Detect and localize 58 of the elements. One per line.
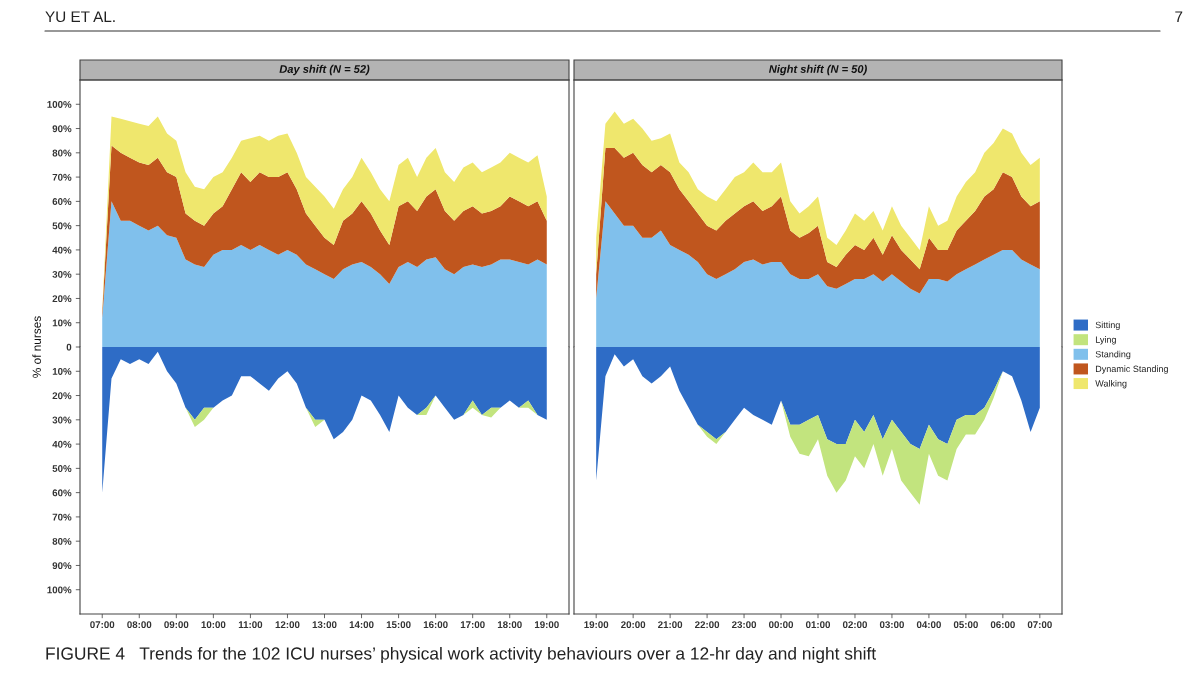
y-tick-label: 80% bbox=[52, 537, 72, 545]
legend-label: Dynamic Standing bbox=[1095, 365, 1168, 374]
y-tick-label: 50% bbox=[52, 465, 72, 472]
y-tick-label: 80% bbox=[52, 149, 72, 157]
x-tick-label: 06:00 bbox=[990, 621, 1015, 629]
y-tick-label: 70% bbox=[52, 173, 72, 181]
y-tick-label: 30% bbox=[52, 270, 72, 278]
y-tick-label: 10% bbox=[52, 319, 72, 327]
x-tick-label: 09:00 bbox=[164, 621, 189, 629]
x-tick-label: 10:00 bbox=[201, 621, 226, 629]
legend-label: Standing bbox=[1095, 350, 1131, 360]
caption: FIGURE 4 Trends for the 102 ICU nurses’ physical work activity behaviours over a 12-hr day and night shift bbox=[46, 646, 877, 664]
y-tick-label: 70% bbox=[52, 513, 72, 521]
x-tick-label: 16:00 bbox=[423, 621, 448, 629]
x-tick-label: 07:00 bbox=[90, 621, 115, 629]
y-tick-label: 30% bbox=[52, 416, 72, 424]
x-tick-label: 21:00 bbox=[658, 621, 683, 629]
x-tick-label: 12:00 bbox=[275, 621, 300, 629]
y-tick-label: 20% bbox=[52, 392, 72, 400]
y-tick-label: 10% bbox=[52, 368, 72, 375]
y-tick-label: 50% bbox=[52, 222, 72, 230]
text: 7 bbox=[1175, 11, 1183, 22]
text: YU ET AL. bbox=[45, 11, 115, 23]
x-tick-label: 20:00 bbox=[621, 621, 646, 629]
legend-label: Sitting bbox=[1095, 321, 1120, 330]
y-tick-label: 40% bbox=[52, 440, 72, 448]
x-tick-label: 14:00 bbox=[349, 621, 374, 629]
y-tick-label: 60% bbox=[52, 198, 72, 205]
y-tick-label: 60% bbox=[52, 489, 72, 497]
y-tick-label: 40% bbox=[52, 246, 72, 254]
x-tick-label: 22:00 bbox=[695, 621, 720, 629]
x-tick-label: 17:00 bbox=[460, 621, 485, 629]
y-tick-label: 100% bbox=[47, 101, 72, 108]
chart-title: Night shift (N = 50) bbox=[768, 64, 867, 76]
y-tick-label: 90% bbox=[52, 125, 72, 133]
x-tick-label: 00:00 bbox=[768, 621, 794, 629]
x-tick-label: 07:00 bbox=[1027, 621, 1052, 629]
x-tick-label: 13:00 bbox=[312, 621, 337, 629]
y-tick-label: 90% bbox=[52, 562, 72, 570]
x-tick-label: 18:00 bbox=[497, 621, 522, 629]
x-tick-label: 02:00 bbox=[842, 621, 868, 629]
x-tick-label: 04:00 bbox=[916, 621, 941, 629]
x-tick-label: 05:00 bbox=[953, 621, 978, 629]
x-tick-label: 19:00 bbox=[534, 621, 559, 629]
x-tick-label: 11:00 bbox=[238, 621, 263, 629]
x-tick-label: 08:00 bbox=[127, 621, 152, 629]
y-tick-label: 100% bbox=[47, 586, 72, 594]
x-tick-label: 03:00 bbox=[879, 621, 904, 629]
legend-label: Walking bbox=[1095, 380, 1127, 389]
y-axis-title: % of nurses bbox=[32, 316, 41, 378]
x-tick-label: 19:00 bbox=[584, 621, 609, 629]
chart-title: Day shift (N = 52) bbox=[279, 64, 370, 76]
x-tick-label: 15:00 bbox=[386, 621, 411, 629]
x-tick-label: 23:00 bbox=[731, 621, 757, 629]
y-tick-label: 0 bbox=[66, 343, 72, 351]
legend-label: Lying bbox=[1095, 336, 1116, 345]
x-tick-label: 01:00 bbox=[805, 621, 831, 629]
y-tick-label: 20% bbox=[52, 295, 72, 303]
